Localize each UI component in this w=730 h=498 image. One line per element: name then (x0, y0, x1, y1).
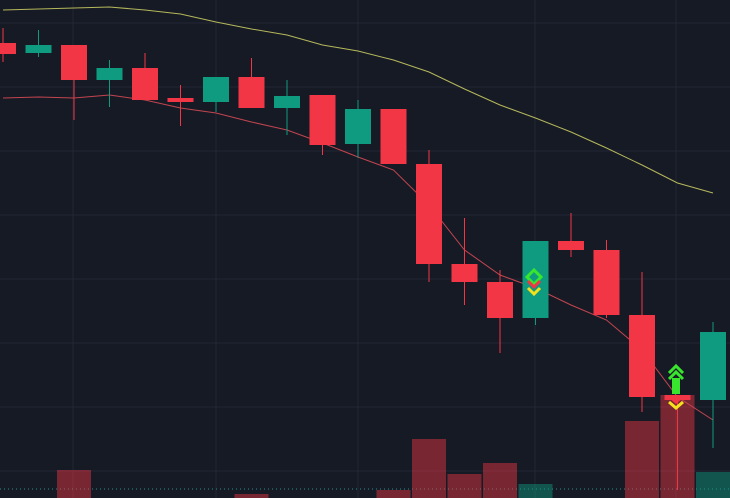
candle-body (593, 250, 620, 315)
candle-body (274, 96, 300, 108)
candle-body (96, 68, 123, 80)
candle-body (25, 45, 52, 53)
candle-layer (0, 28, 726, 490)
volume-bar (483, 463, 517, 498)
candle-body (61, 45, 87, 80)
volume-bar (234, 494, 269, 498)
candle-body (558, 241, 584, 250)
volume-bar (518, 484, 553, 498)
candle-body (380, 109, 407, 164)
volume-bar (412, 439, 446, 498)
candle-body (522, 241, 549, 318)
candle-body (167, 98, 194, 102)
candle-body (700, 332, 726, 400)
candle-body (309, 95, 336, 145)
candle-body (345, 109, 371, 144)
candle-body (203, 77, 229, 102)
signal-markers (524, 267, 685, 410)
volume-bar (447, 474, 482, 498)
volume-layer (57, 395, 730, 498)
candle-body (451, 264, 478, 282)
volume-bar (57, 470, 91, 498)
candle-body (238, 77, 265, 108)
candle-body (664, 395, 691, 400)
candle-body (629, 315, 655, 397)
candle-body (0, 43, 16, 54)
moving-average (2, 6, 714, 194)
candle-body (487, 282, 513, 318)
candle-body (132, 68, 158, 100)
volume-bar (625, 421, 659, 498)
volume-bar (696, 472, 730, 498)
candle-body (416, 164, 442, 264)
volume-bar (376, 490, 411, 498)
